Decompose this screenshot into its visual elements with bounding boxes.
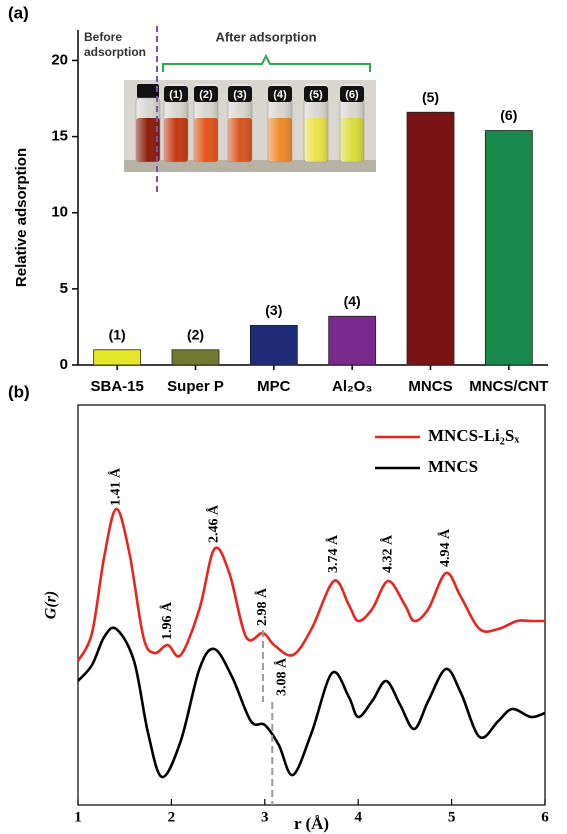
x-tick-label: MNCS/CNT	[469, 378, 548, 395]
bar	[249, 325, 298, 366]
vial-glass	[227, 97, 253, 163]
x-tick-label: SBA-15	[90, 378, 143, 395]
legend-label: MNCS-Li₂Sₓ	[428, 426, 519, 445]
bar	[484, 130, 533, 366]
vial-glass	[193, 97, 219, 163]
peak-label: 1.96 Å	[159, 601, 175, 640]
x-axis-label: r (Å)	[294, 814, 329, 833]
x-tick-label: Super P	[167, 378, 224, 395]
vial-label: (4)	[273, 89, 287, 101]
peak-label: 1.41 Å	[108, 467, 124, 506]
vial-glass	[163, 97, 189, 163]
bar-label: (2)	[187, 326, 204, 342]
vial-label-box	[304, 86, 328, 102]
bar	[171, 349, 220, 366]
y-axis-label: Relative adsorption	[13, 148, 30, 287]
bar-label: (6)	[500, 107, 517, 123]
inset-floor	[124, 160, 376, 172]
x-tick-label: 4	[354, 809, 362, 825]
vial-label-box	[194, 86, 218, 102]
bar-label: (3)	[265, 302, 282, 318]
x-tick-label: 6	[541, 809, 549, 825]
peak-label: 4.32 Å	[379, 534, 395, 573]
peak-label: 2.46 Å	[206, 504, 222, 543]
panel-label: (b)	[8, 382, 30, 401]
y-tick-label: 20	[51, 51, 68, 68]
peak-label: 3.74 Å	[325, 534, 341, 573]
bar	[93, 349, 142, 366]
peak-label: 4.94 Å	[437, 528, 453, 567]
vial-label-box	[164, 86, 188, 102]
x-tick-label: 1	[74, 809, 82, 825]
panel-label: (a)	[8, 3, 29, 22]
vial-label-box	[340, 86, 364, 102]
bar	[328, 315, 377, 366]
y-axis-label: G(r)	[43, 591, 60, 619]
x-tick-label: MPC	[257, 378, 291, 395]
x-tick-label: 3	[261, 809, 269, 825]
vial-label: (5)	[309, 89, 323, 101]
plot-frame	[77, 404, 546, 806]
data-line	[76, 507, 545, 662]
vial-cap	[137, 84, 159, 98]
legend-label: MNCS	[428, 457, 478, 476]
vial-label-box	[268, 86, 292, 102]
data-line	[77, 626, 546, 779]
vial-glass	[135, 97, 161, 163]
y-tick-label: 0	[60, 356, 68, 373]
y-tick-label: 15	[51, 128, 68, 145]
vial-glass	[267, 97, 293, 163]
vial-label: (6)	[345, 89, 359, 101]
vial-label: (2)	[199, 89, 213, 101]
vial-label: (1)	[169, 89, 183, 101]
y-tick-label: 5	[60, 280, 68, 297]
bar-label: (1)	[109, 326, 126, 342]
brace	[162, 53, 371, 72]
x-tick-label: Al₂O₃	[332, 378, 372, 395]
peak-label: 3.08 Å	[273, 657, 289, 696]
vial-glass	[303, 97, 329, 163]
x-tick-label: 5	[448, 809, 456, 825]
vial-label-box	[228, 86, 252, 102]
before-label: Before adsorption	[84, 30, 146, 59]
x-tick-label: MNCS	[408, 378, 452, 395]
bar-label: (4)	[344, 293, 361, 309]
vial-glass	[339, 97, 365, 163]
after-label: After adsorption	[215, 29, 316, 44]
bar-label: (5)	[422, 89, 439, 105]
x-tick-label: 2	[168, 809, 176, 825]
inset-photo: (1) (2) (3) (4) (5) (6)	[124, 80, 376, 172]
peak-label: 2.98 Å	[254, 587, 270, 626]
y-tick-label: 10	[51, 204, 68, 221]
vial-label: (3)	[233, 89, 247, 101]
bar	[406, 111, 455, 366]
